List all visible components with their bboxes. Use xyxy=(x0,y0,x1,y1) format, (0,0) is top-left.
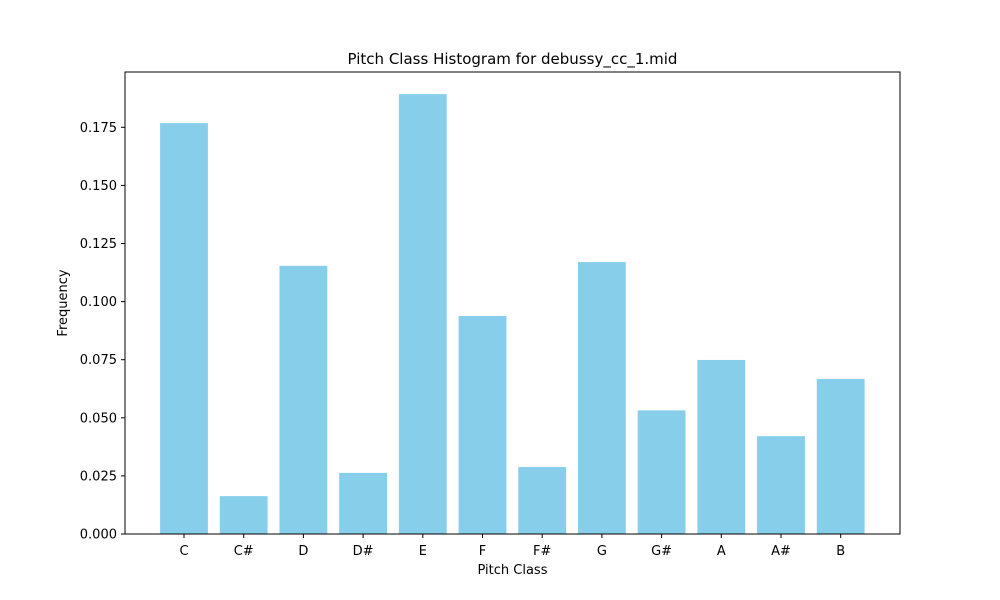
x-tick-label: D# xyxy=(353,544,374,559)
x-tick-label: F# xyxy=(533,544,551,559)
plot-frame xyxy=(124,71,901,535)
bar-G xyxy=(578,262,626,534)
y-axis: 0.000 0.025 0.050 0.075 0.100 0.125 0.150 0.175 xyxy=(80,121,125,543)
bar-A# xyxy=(757,436,805,534)
y-axis-label: Frequency xyxy=(56,269,71,336)
x-tick-label: F xyxy=(479,544,486,559)
bar-B xyxy=(816,378,865,534)
bar-C xyxy=(160,123,208,534)
x-tick-label: C# xyxy=(234,544,254,559)
y-tick-label: 0.150 xyxy=(80,179,117,194)
bar-C# xyxy=(219,496,268,534)
bar-F# xyxy=(518,467,567,534)
x-tick-label: A# xyxy=(771,544,791,559)
bar-D xyxy=(279,265,328,534)
y-tick-label: 0.000 xyxy=(80,528,117,543)
x-tick-label: D xyxy=(298,544,308,559)
x-tick-label: C xyxy=(179,544,188,559)
bar-A xyxy=(697,359,746,534)
chart-title: Pitch Class Histogram for debussy_cc_1.m… xyxy=(348,50,678,69)
y-tick-label: 0.025 xyxy=(80,469,117,484)
bar-G# xyxy=(637,410,686,534)
bar-D# xyxy=(339,472,387,534)
x-tick-label: A xyxy=(717,544,726,559)
x-tick-label: G# xyxy=(651,544,672,559)
x-tick-label: B xyxy=(836,544,845,559)
bars-group xyxy=(160,94,865,535)
y-tick-label: 0.125 xyxy=(80,237,117,252)
x-tick-label: G xyxy=(597,544,607,559)
x-tick-label: E xyxy=(419,544,427,559)
y-tick-label: 0.050 xyxy=(80,411,117,426)
x-axis-label: Pitch Class xyxy=(478,563,548,578)
x-axis: C C# D D# E F F# G G# A A# B xyxy=(179,534,845,559)
y-tick-label: 0.175 xyxy=(80,121,117,136)
bar-F xyxy=(458,316,507,534)
bar-E xyxy=(398,94,447,535)
y-tick-label: 0.075 xyxy=(80,353,117,368)
y-tick-label: 0.100 xyxy=(80,295,117,310)
